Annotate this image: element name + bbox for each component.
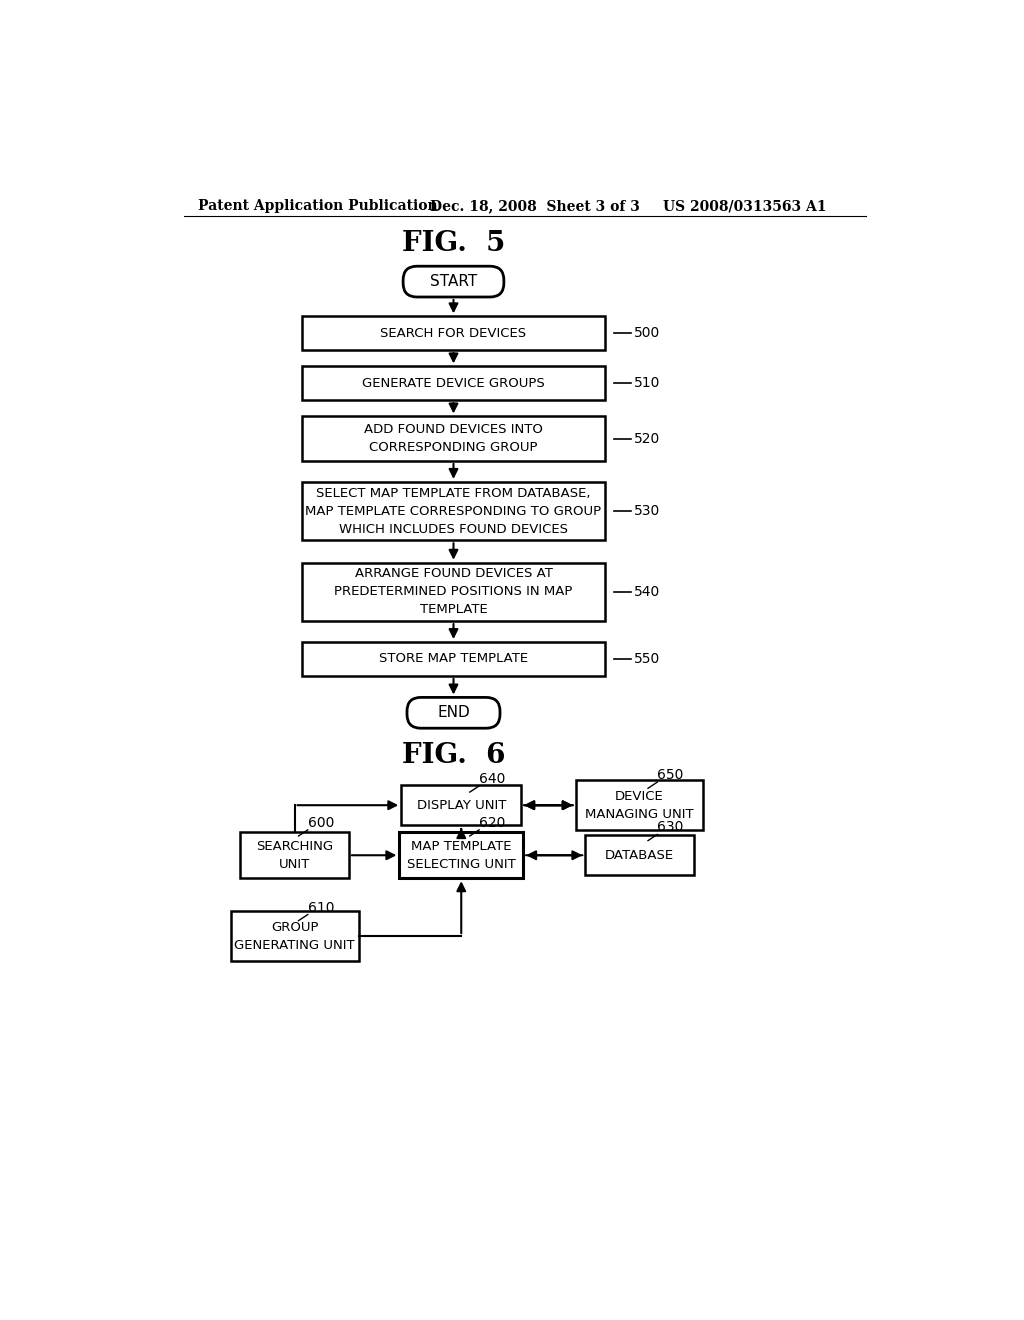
Text: START: START [430,275,477,289]
Text: END: END [437,705,470,721]
Text: DEVICE
MANAGING UNIT: DEVICE MANAGING UNIT [585,789,694,821]
Bar [302,416,604,461]
Bar [230,911,358,961]
FancyBboxPatch shape [403,267,504,297]
Text: 620: 620 [479,816,506,830]
Text: GENERATE DEVICE GROUPS: GENERATE DEVICE GROUPS [362,376,545,389]
Bar [302,642,604,676]
Text: 530: 530 [634,504,660,517]
Text: DATABASE: DATABASE [605,849,674,862]
Text: Dec. 18, 2008  Sheet 3 of 3: Dec. 18, 2008 Sheet 3 of 3 [430,199,640,213]
Text: SEARCH FOR DEVICES: SEARCH FOR DEVICES [381,326,526,339]
Bar [586,836,693,875]
Text: 610: 610 [308,900,334,915]
Text: GROUP
GENERATING UNIT: GROUP GENERATING UNIT [234,920,355,952]
Bar [399,832,523,878]
Bar [575,780,703,830]
Text: 500: 500 [634,326,660,341]
FancyBboxPatch shape [407,697,500,729]
Text: DISPLAY UNIT: DISPLAY UNIT [417,799,506,812]
Text: 650: 650 [657,768,684,781]
Text: 600: 600 [308,816,334,830]
Text: FIG.  5: FIG. 5 [401,230,505,256]
Text: 630: 630 [657,821,684,834]
Text: US 2008/0313563 A1: US 2008/0313563 A1 [663,199,826,213]
Text: SEARCHING
UNIT: SEARCHING UNIT [256,840,333,871]
Text: ARRANGE FOUND DEVICES AT
PREDETERMINED POSITIONS IN MAP
TEMPLATE: ARRANGE FOUND DEVICES AT PREDETERMINED P… [334,568,572,616]
Text: 640: 640 [479,772,506,785]
Bar [241,832,349,878]
Text: 540: 540 [634,585,660,599]
Bar [401,785,521,825]
Text: Patent Application Publication: Patent Application Publication [198,199,437,213]
Text: FIG.  6: FIG. 6 [401,742,505,768]
Text: 550: 550 [634,652,660,665]
Text: 510: 510 [634,376,660,391]
Bar [302,317,604,350]
Text: SELECT MAP TEMPLATE FROM DATABASE,
MAP TEMPLATE CORRESPONDING TO GROUP
WHICH INC: SELECT MAP TEMPLATE FROM DATABASE, MAP T… [305,487,601,536]
Text: 520: 520 [634,432,660,446]
Bar [302,482,604,540]
Text: MAP TEMPLATE
SELECTING UNIT: MAP TEMPLATE SELECTING UNIT [407,840,516,871]
Bar [302,367,604,400]
Text: STORE MAP TEMPLATE: STORE MAP TEMPLATE [379,652,528,665]
Bar [302,562,604,622]
Text: ADD FOUND DEVICES INTO
CORRESPONDING GROUP: ADD FOUND DEVICES INTO CORRESPONDING GRO… [365,424,543,454]
